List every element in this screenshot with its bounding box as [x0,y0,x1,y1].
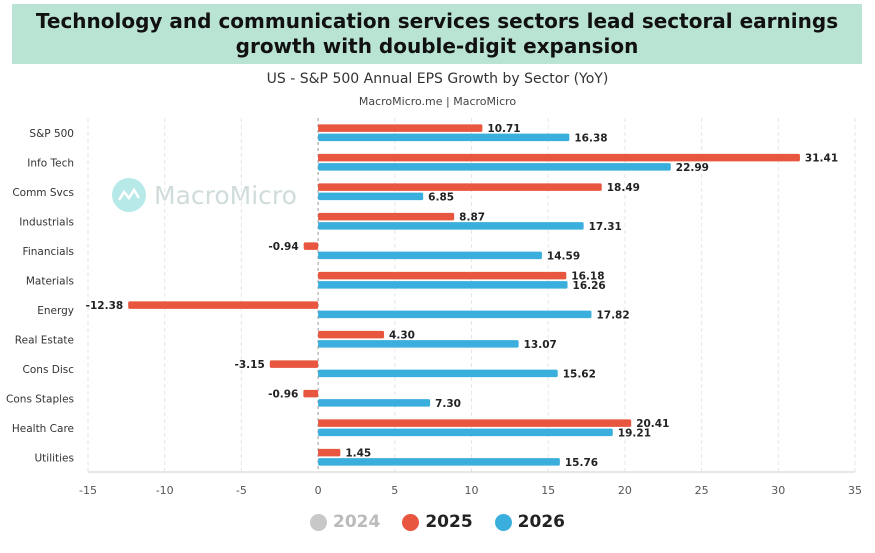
watermark: MacroMicro [112,178,297,212]
legend-label: 2025 [425,512,473,532]
data-label-2026: 14.59 [547,250,580,262]
category-label: Health Care [12,423,74,435]
x-tick-label: 20 [618,484,632,497]
legend-label: 2024 [333,512,381,532]
x-tick-label: -10 [156,484,174,497]
legend-swatch-icon [310,513,327,531]
legend-item-2024[interactable]: 2024 [310,512,380,532]
data-label-2025: 10.71 [487,123,520,135]
data-label-2026: 16.38 [574,132,607,144]
data-label-2026: 15.62 [563,368,596,380]
x-tick-label: 25 [695,484,709,497]
data-label-2026: 19.21 [618,427,651,439]
bar-2025 [318,419,632,427]
data-label-2026: 7.30 [435,398,461,410]
data-label-2026: 15.76 [565,457,598,469]
chart-title: US - S&P 500 Annual EPS Growth by Sector… [266,71,609,87]
category-label: Financials [23,246,74,258]
bar-2026 [318,163,671,171]
category-label: Utilities [34,452,74,464]
data-label-2025: -3.15 [235,359,265,371]
category-label: Comm Svcs [12,187,74,199]
data-label-2026: 6.85 [428,191,454,203]
bar-2026 [318,428,613,437]
data-label-2025: 1.45 [345,448,371,460]
data-label-2025: 4.30 [389,330,415,342]
data-label-2026: 17.82 [596,309,629,321]
data-label-2025: 18.49 [607,182,640,194]
headline-text: Technology and communication services se… [35,9,839,58]
x-tick-label: 5 [391,484,398,497]
data-label-2025: -12.38 [86,300,124,312]
data-label-2025: -0.96 [268,389,298,401]
x-tick-label: 35 [848,484,862,497]
bar-2025 [303,389,319,398]
data-label-2025: 8.87 [459,212,485,224]
bar-2025 [318,330,385,339]
data-label-2025: 20.41 [636,418,669,430]
bar-2025 [318,183,602,191]
category-label: Cons Disc [23,364,75,376]
category-label: Cons Staples [6,393,74,405]
data-label-2025: -0.94 [268,241,298,253]
bar-2026 [318,222,584,230]
category-label: S&P 500 [29,128,74,140]
category-label: Energy [37,305,74,317]
bar-2026 [318,369,558,378]
legend-item-2026[interactable]: 2026 [494,512,565,532]
x-tick-label: 10 [465,484,479,497]
data-label-2026: 13.07 [524,339,557,351]
bar-2025 [269,360,319,368]
x-tick-label: -5 [236,484,247,497]
bar-2025 [318,212,455,221]
watermark-text: MacroMicro [154,180,297,210]
x-tick-label: 15 [541,484,555,497]
headline-banner: Technology and communication services se… [12,4,862,64]
bar-2025 [318,448,341,457]
data-label-2025: 31.41 [805,153,838,165]
watermark-logo-icon [112,178,146,212]
data-label-2026: 16.26 [573,280,606,292]
legend: 2024 2025 2026 [0,512,875,532]
bar-2025 [318,124,483,132]
bar-2026 [318,251,542,260]
data-label-2026: 22.99 [676,162,709,174]
legend-item-2025[interactable]: 2025 [402,512,473,532]
bar-2026 [318,192,424,201]
bar-2026 [318,310,592,319]
x-tick-label: -15 [79,484,97,497]
bar-2025 [303,242,319,250]
bar-2026 [318,399,431,407]
data-label-2025: 16.18 [571,271,604,283]
category-label: Real Estate [15,334,74,346]
category-label: Materials [26,275,74,287]
x-tick-label: 0 [315,484,322,497]
bar-2025 [318,153,800,162]
data-label-2026: 17.31 [589,221,622,233]
legend-swatch-icon [402,513,420,531]
x-tick-label: 30 [771,484,785,497]
bar-2026 [318,281,568,289]
bar-2026 [318,458,560,466]
chart-source: MacroMicro.me | MacroMicro [358,95,517,108]
bar-2025 [128,301,319,309]
legend-label: 2026 [517,512,565,532]
category-label: Info Tech [27,157,74,169]
bar-2026 [318,340,519,348]
bar-2025 [318,271,567,280]
legend-swatch-icon [494,513,512,531]
category-label: Industrials [19,216,74,228]
bar-2026 [318,133,570,142]
